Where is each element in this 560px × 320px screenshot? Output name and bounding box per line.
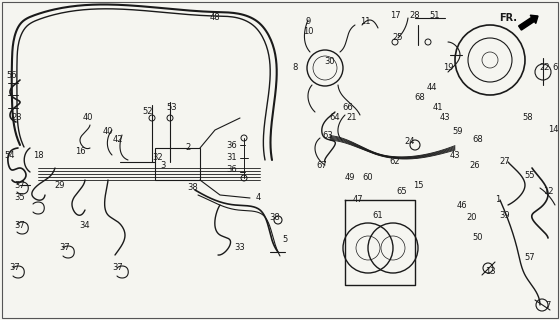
Text: 13: 13 xyxy=(485,268,495,276)
Text: 6: 6 xyxy=(552,63,558,73)
Text: 8: 8 xyxy=(292,63,298,73)
Text: 37: 37 xyxy=(10,263,20,273)
Text: 2: 2 xyxy=(185,143,190,153)
Text: 16: 16 xyxy=(74,148,85,156)
Text: 39: 39 xyxy=(500,211,510,220)
FancyArrow shape xyxy=(519,15,538,30)
Text: 36: 36 xyxy=(227,165,237,174)
Text: 4: 4 xyxy=(255,194,260,203)
Text: 65: 65 xyxy=(396,188,407,196)
Text: 57: 57 xyxy=(525,253,535,262)
Text: 7: 7 xyxy=(545,300,550,309)
Text: 51: 51 xyxy=(430,11,440,20)
Text: 63: 63 xyxy=(323,131,333,140)
Text: 11: 11 xyxy=(360,18,370,27)
Text: 17: 17 xyxy=(390,11,400,20)
Text: 52: 52 xyxy=(143,108,153,116)
Text: 36: 36 xyxy=(227,140,237,149)
Text: 33: 33 xyxy=(235,244,245,252)
Text: 67: 67 xyxy=(316,161,328,170)
Text: 41: 41 xyxy=(433,103,444,113)
Text: 37: 37 xyxy=(59,244,71,252)
Text: 46: 46 xyxy=(457,201,467,210)
Text: 54: 54 xyxy=(4,150,15,159)
Text: 59: 59 xyxy=(452,127,463,137)
Text: 34: 34 xyxy=(80,220,90,229)
Text: 61: 61 xyxy=(373,211,383,220)
Text: 68: 68 xyxy=(414,93,426,102)
Text: 35: 35 xyxy=(15,194,25,203)
Text: 60: 60 xyxy=(363,173,374,182)
Text: 18: 18 xyxy=(32,150,43,159)
Text: 26: 26 xyxy=(470,161,480,170)
Text: 3: 3 xyxy=(160,161,166,170)
Text: 43: 43 xyxy=(450,150,460,159)
Text: 25: 25 xyxy=(393,34,403,43)
Text: 53: 53 xyxy=(167,103,178,113)
Text: 21: 21 xyxy=(347,114,357,123)
Text: 9: 9 xyxy=(305,18,311,27)
Text: 5: 5 xyxy=(282,236,288,244)
Text: 38: 38 xyxy=(188,183,198,193)
Text: 19: 19 xyxy=(443,63,453,73)
Text: 30: 30 xyxy=(325,58,335,67)
Text: 37: 37 xyxy=(113,263,123,273)
Text: 15: 15 xyxy=(413,180,423,189)
Text: 62: 62 xyxy=(390,157,400,166)
Text: 66: 66 xyxy=(343,103,353,113)
Text: 24: 24 xyxy=(405,138,416,147)
Text: 40: 40 xyxy=(102,127,113,137)
Text: 20: 20 xyxy=(466,213,477,222)
Text: 38: 38 xyxy=(269,213,281,222)
Text: 42: 42 xyxy=(113,135,123,145)
Text: 43: 43 xyxy=(440,114,450,123)
Text: 56: 56 xyxy=(7,70,17,79)
Text: 22: 22 xyxy=(540,63,550,73)
Text: 50: 50 xyxy=(473,234,483,243)
Text: 48: 48 xyxy=(209,13,220,22)
Text: 23: 23 xyxy=(12,114,22,123)
Text: 49: 49 xyxy=(345,173,355,182)
Text: 32: 32 xyxy=(153,154,164,163)
Text: 12: 12 xyxy=(543,188,553,196)
Text: FR.: FR. xyxy=(499,13,517,23)
Text: 27: 27 xyxy=(500,157,510,166)
Text: 37: 37 xyxy=(15,180,25,189)
Text: 1: 1 xyxy=(496,196,501,204)
Text: 31: 31 xyxy=(227,154,237,163)
Text: 47: 47 xyxy=(353,196,363,204)
Text: 14: 14 xyxy=(548,125,558,134)
Bar xyxy=(155,148,200,180)
Text: 37: 37 xyxy=(15,220,25,229)
Text: 10: 10 xyxy=(303,28,313,36)
Text: 40: 40 xyxy=(83,114,94,123)
Text: 28: 28 xyxy=(410,11,421,20)
Text: 64: 64 xyxy=(330,114,340,123)
Text: 68: 68 xyxy=(473,135,483,145)
Text: 58: 58 xyxy=(522,114,533,123)
Text: 44: 44 xyxy=(427,84,437,92)
Text: 29: 29 xyxy=(55,180,66,189)
Text: 55: 55 xyxy=(525,171,535,180)
